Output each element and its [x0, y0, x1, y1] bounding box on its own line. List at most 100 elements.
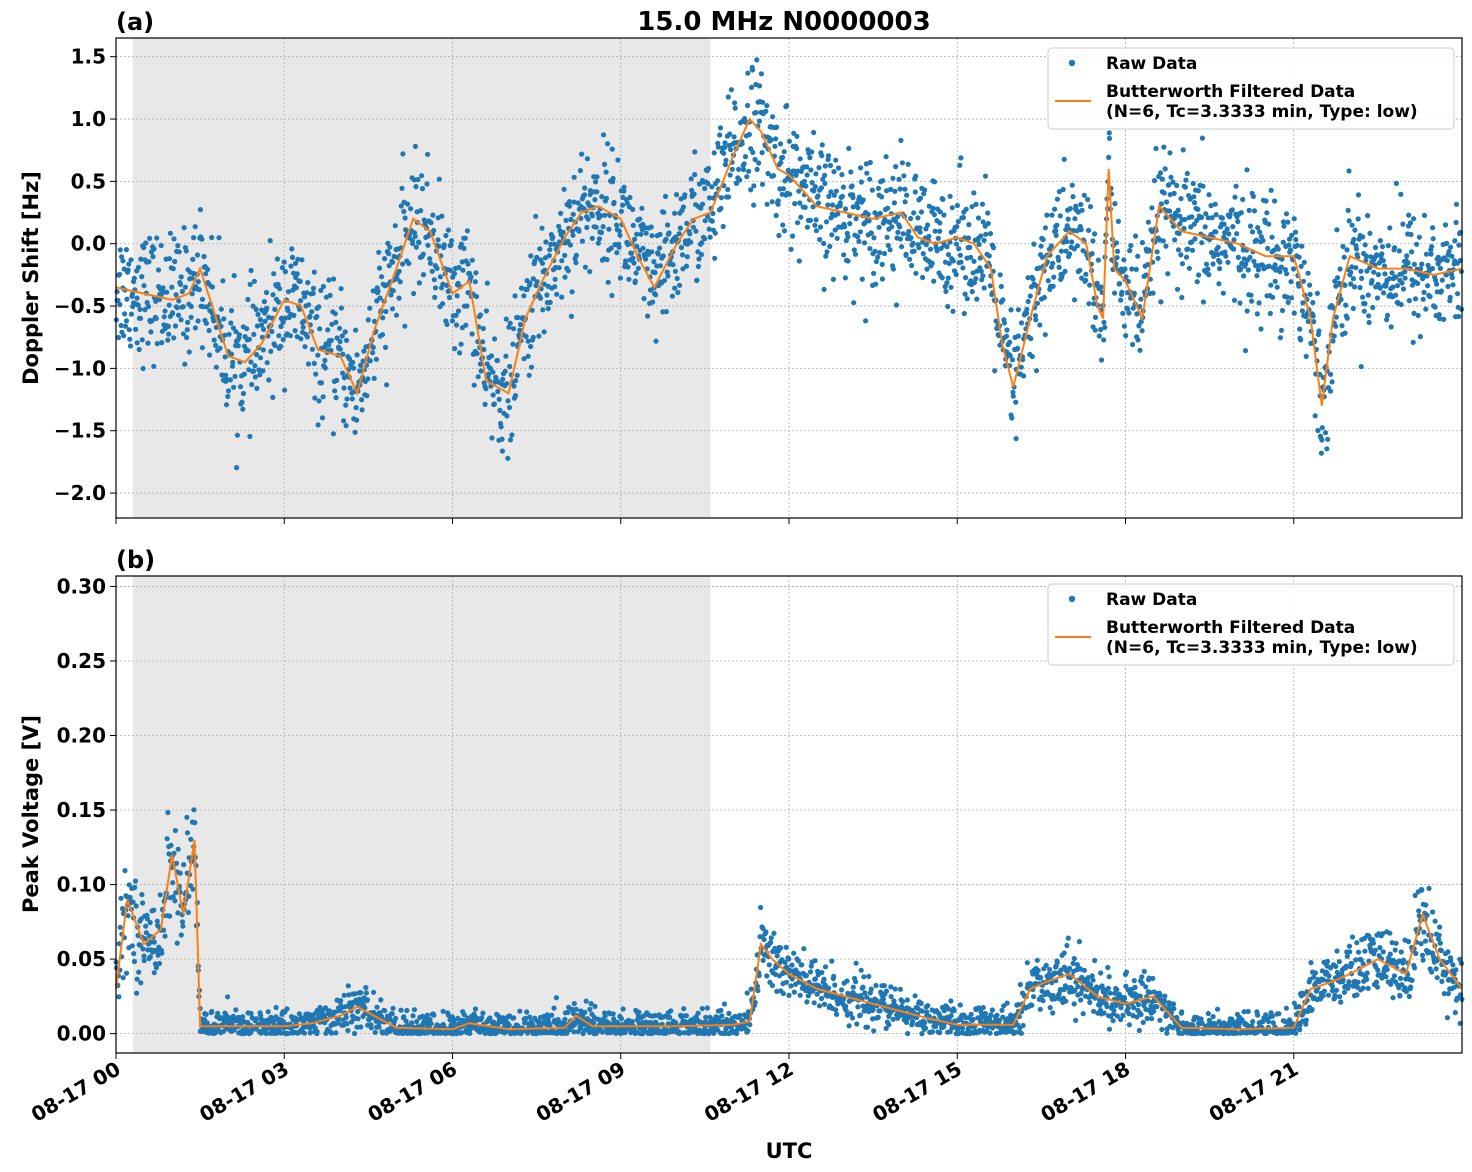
raw-data-point: [355, 1016, 361, 1022]
raw-data-point: [948, 284, 954, 290]
raw-data-point: [428, 1021, 434, 1027]
raw-data-point: [973, 276, 979, 282]
raw-data-point: [985, 210, 991, 216]
raw-data-point: [886, 1022, 892, 1028]
raw-data-point: [986, 253, 992, 259]
raw-data-point: [1080, 1011, 1086, 1017]
raw-data-point: [813, 228, 820, 234]
raw-data-point: [1175, 247, 1182, 253]
legend-raw-marker-a: [1068, 59, 1076, 67]
raw-data-point: [1175, 207, 1181, 213]
raw-data-point: [1184, 170, 1190, 177]
raw-data-point: [884, 234, 890, 240]
raw-data-point: [1292, 229, 1299, 235]
raw-data-point: [1133, 266, 1139, 272]
raw-data-point: [696, 256, 702, 262]
raw-data-point: [695, 263, 702, 270]
raw-data-point: [255, 311, 261, 318]
raw-data-point: [937, 228, 943, 234]
raw-data-point: [560, 229, 566, 235]
raw-data-point: [1030, 276, 1036, 282]
raw-data-point: [1190, 180, 1196, 187]
raw-data-point: [1362, 301, 1368, 307]
raw-data-point: [1155, 255, 1161, 261]
raw-data-point: [1222, 249, 1228, 255]
raw-data-point: [1020, 373, 1027, 379]
raw-data-point: [867, 159, 873, 166]
raw-data-point: [1053, 228, 1059, 234]
raw-data-point: [1176, 230, 1182, 237]
raw-data-point: [1067, 251, 1073, 257]
raw-data-point: [764, 201, 770, 207]
raw-data-point: [736, 166, 742, 172]
raw-data-point: [618, 1016, 625, 1022]
raw-data-point: [517, 327, 523, 333]
raw-data-point: [618, 208, 625, 214]
raw-data-point: [469, 257, 475, 263]
raw-data-point: [569, 228, 576, 234]
raw-data-point: [1271, 247, 1277, 253]
raw-data-point: [305, 280, 311, 286]
raw-data-point: [908, 235, 914, 241]
raw-data-point: [1452, 238, 1458, 244]
raw-data-point: [1122, 266, 1128, 272]
raw-data-point: [1298, 337, 1304, 343]
raw-data-point: [1089, 973, 1095, 979]
raw-data-point: [123, 970, 130, 976]
raw-data-point: [1338, 296, 1344, 303]
raw-data-point: [877, 210, 883, 216]
raw-data-point: [192, 325, 198, 331]
raw-data-point: [1044, 212, 1050, 218]
raw-data-point: [192, 820, 198, 826]
raw-data-point: [1047, 966, 1053, 973]
raw-data-point: [350, 359, 356, 365]
raw-data-point: [337, 325, 343, 331]
raw-data-point: [241, 371, 247, 377]
raw-data-point: [807, 969, 814, 975]
raw-data-point: [1114, 1013, 1120, 1019]
raw-data-point: [1159, 1026, 1165, 1033]
raw-data-point: [816, 1003, 823, 1009]
raw-data-point: [1063, 248, 1069, 254]
raw-data-point: [427, 260, 434, 266]
raw-data-point: [616, 228, 622, 234]
raw-data-point: [1143, 272, 1149, 278]
raw-data-point: [723, 157, 729, 163]
raw-data-point: [1159, 176, 1165, 182]
raw-data-point: [1106, 135, 1113, 141]
raw-data-point: [1164, 1030, 1170, 1036]
raw-data-point: [810, 204, 816, 210]
raw-data-point: [1191, 200, 1198, 206]
raw-data-point: [1278, 264, 1284, 270]
raw-data-point: [734, 180, 740, 186]
raw-data-point: [850, 984, 856, 990]
raw-data-point: [373, 356, 379, 362]
raw-data-point: [1333, 323, 1339, 329]
panel-a-label: (a): [116, 8, 154, 36]
raw-data-point: [772, 143, 778, 149]
raw-data-point: [1453, 219, 1459, 226]
raw-data-point: [873, 281, 879, 287]
raw-data-point: [1429, 266, 1436, 272]
raw-data-point: [179, 919, 186, 925]
raw-data-point: [1291, 310, 1297, 316]
raw-data-point: [492, 336, 498, 342]
raw-data-point: [604, 257, 610, 263]
raw-data-point: [554, 291, 560, 297]
raw-data-point: [904, 997, 911, 1003]
raw-data-point: [827, 243, 833, 249]
raw-data-point: [871, 1028, 877, 1034]
raw-data-point: [1050, 260, 1056, 266]
raw-data-point: [327, 1008, 333, 1015]
raw-data-point: [427, 256, 433, 262]
raw-data-point: [146, 259, 152, 265]
raw-data-point: [1365, 292, 1371, 298]
raw-data-point: [1123, 969, 1130, 975]
raw-data-point: [537, 295, 544, 301]
raw-data-point: [653, 338, 659, 344]
raw-data-point: [1189, 239, 1195, 245]
raw-data-point: [709, 184, 715, 190]
raw-data-point: [480, 1010, 486, 1016]
raw-data-point: [174, 305, 180, 311]
raw-data-point: [460, 267, 466, 273]
